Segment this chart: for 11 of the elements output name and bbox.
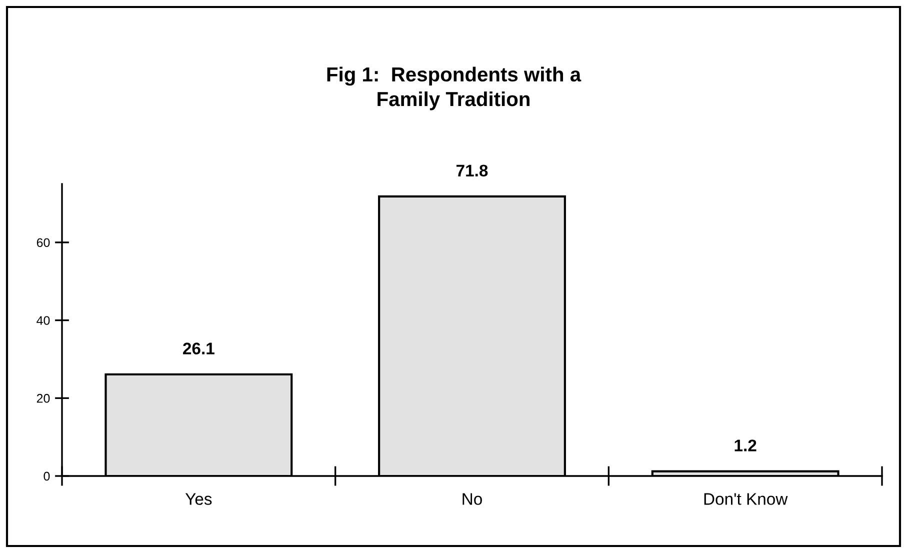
y-tick-label: 60 [36, 238, 50, 248]
y-tick-label: 0 [44, 472, 50, 481]
x-tick-label: Yes [185, 493, 212, 505]
data-label: 71.8 [456, 164, 488, 176]
y-tick-label: 40 [36, 316, 50, 325]
data-label: 26.1 [183, 342, 214, 354]
x-tick-label: No [462, 493, 482, 505]
y-tick-label: 20 [36, 394, 50, 403]
chart-title: Fig 1: Respondents with a Family Tradition [327, 66, 582, 110]
x-tick-label: Don't Know [704, 493, 788, 505]
data-label: 1.2 [734, 440, 756, 452]
